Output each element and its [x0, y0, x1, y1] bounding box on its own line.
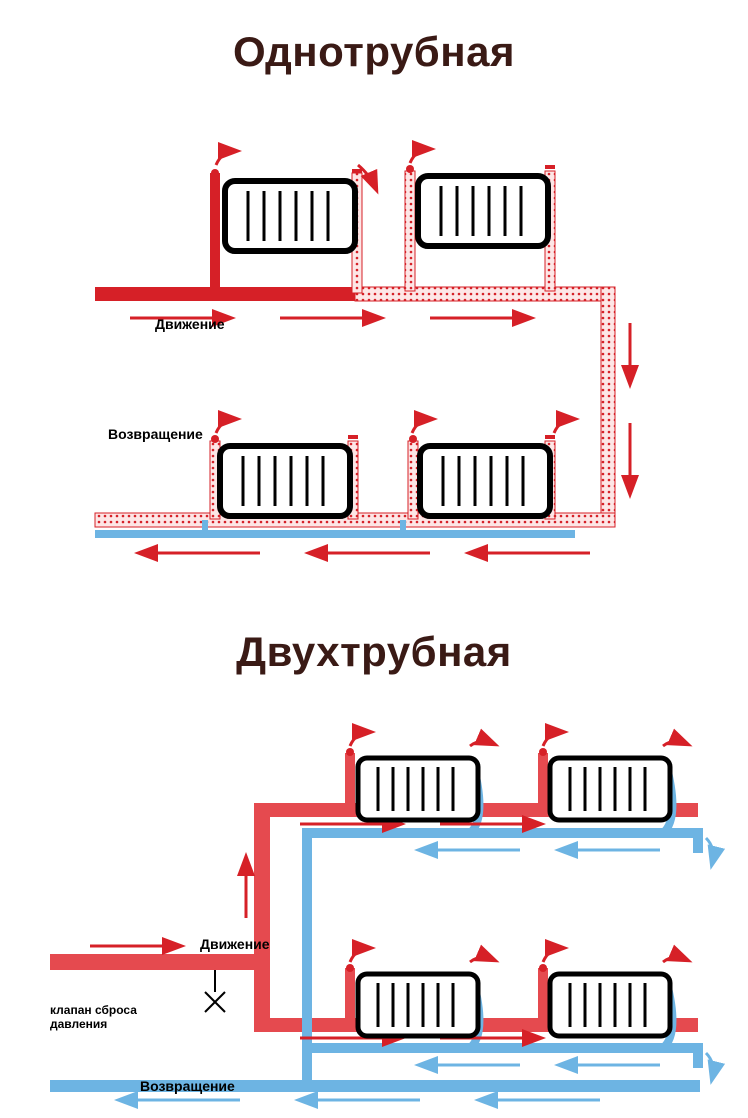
cold-return-pipe	[95, 530, 575, 538]
cold-main-vert2	[302, 1043, 312, 1085]
riser-bot-3	[408, 441, 418, 519]
hot-riser-t2	[538, 753, 548, 809]
d2-vent-8	[663, 957, 687, 962]
radiator-3	[211, 435, 358, 516]
radiator-4	[409, 435, 555, 516]
label-flow-2: Движение	[200, 936, 270, 952]
d2-radiator-4	[539, 964, 670, 1036]
mix-pipe-top	[355, 287, 615, 301]
vent-arrow-4	[216, 419, 236, 433]
cold-conn-2	[400, 520, 406, 534]
riser-top-3	[405, 171, 415, 291]
vent-arrow-1	[216, 151, 236, 165]
d2-arr-c-end2	[706, 1053, 713, 1079]
relief-valve-icon	[205, 970, 225, 1012]
d2-vent-2	[470, 741, 494, 746]
hot-riser-b2	[538, 968, 548, 1024]
riser-top-1	[210, 173, 220, 293]
vent-arrow-5	[412, 419, 432, 433]
hot-drop	[254, 954, 270, 1032]
title-double-pipe: Двухтрубная	[0, 628, 748, 676]
mix-pipe-right	[601, 287, 615, 527]
d2-vent-3	[543, 732, 563, 746]
cold-conn-1	[202, 520, 208, 534]
diagram-single-pipe	[0, 123, 748, 563]
hot-supply-pipe	[95, 287, 355, 301]
d2-vent-4	[663, 741, 687, 746]
d2-radiator-2	[539, 748, 670, 820]
d2-vent-7	[543, 948, 563, 962]
label-valve: клапан сброса давления	[50, 1003, 137, 1031]
label-flow-1: Движение	[155, 316, 225, 332]
hot-riser-t1	[345, 753, 355, 809]
d2-radiator-1	[346, 748, 478, 820]
vent-arrow-3	[410, 149, 430, 163]
radiator-1	[211, 169, 362, 251]
label-return-2: Возвращение	[140, 1078, 235, 1094]
d2-radiator-3	[346, 964, 478, 1036]
d2-arr-c-end1	[706, 838, 713, 864]
d2-vent-6	[470, 957, 494, 962]
diagram-double-pipe	[0, 698, 748, 1118]
label-return-1: Возвращение	[108, 426, 203, 442]
d2-vent-1	[350, 732, 370, 746]
title-single-pipe: Однотрубная	[0, 28, 748, 76]
vent-arrow-6	[554, 419, 574, 433]
radiator-2	[406, 165, 555, 246]
hot-main-lower	[50, 954, 270, 970]
d2-vent-5	[350, 948, 370, 962]
hot-riser-b1	[345, 968, 355, 1024]
